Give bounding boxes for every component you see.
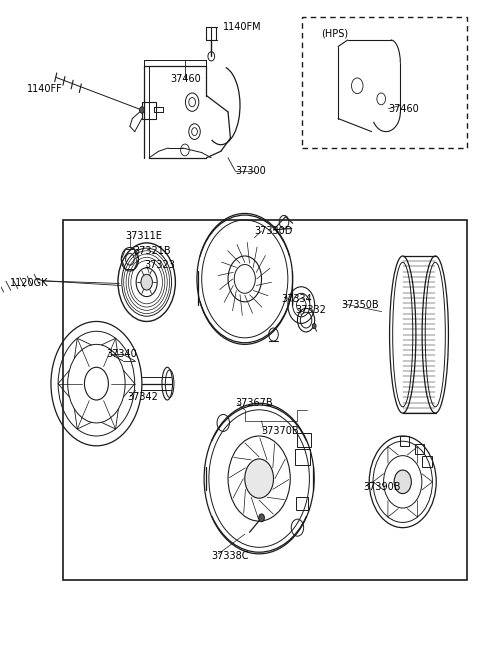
Text: 37460: 37460	[170, 74, 201, 84]
Text: 1140FM: 1140FM	[223, 22, 262, 32]
Text: 37338C: 37338C	[211, 551, 249, 561]
Bar	[422, 456, 432, 468]
Bar	[297, 497, 309, 510]
Text: 37350B: 37350B	[341, 300, 379, 310]
Text: 1140FF: 1140FF	[27, 84, 63, 94]
Text: 37300: 37300	[235, 166, 266, 176]
Bar	[415, 444, 424, 455]
Text: 37460: 37460	[388, 104, 419, 113]
Text: 37323: 37323	[144, 260, 175, 270]
Circle shape	[141, 274, 153, 290]
Text: 37370B: 37370B	[262, 426, 299, 436]
Text: 37330D: 37330D	[254, 226, 293, 236]
Text: 37342: 37342	[128, 392, 158, 401]
Text: 37367B: 37367B	[235, 398, 273, 408]
Text: 37311E: 37311E	[125, 232, 162, 241]
Circle shape	[140, 107, 144, 113]
Circle shape	[312, 323, 316, 329]
Bar	[400, 436, 409, 446]
Text: 37390B: 37390B	[363, 482, 401, 492]
Text: (HPS): (HPS)	[322, 28, 348, 39]
Bar	[142, 102, 156, 119]
Text: 1120GK: 1120GK	[10, 279, 49, 289]
Bar	[302, 17, 468, 148]
Bar	[63, 220, 468, 580]
Text: 37334: 37334	[281, 293, 312, 304]
Text: 37340: 37340	[106, 349, 137, 359]
Bar	[298, 433, 311, 447]
Bar	[295, 449, 311, 466]
Circle shape	[394, 470, 411, 493]
Text: 37332: 37332	[295, 305, 326, 316]
Circle shape	[259, 514, 264, 522]
Circle shape	[245, 459, 274, 498]
Text: 37321B: 37321B	[134, 246, 171, 256]
